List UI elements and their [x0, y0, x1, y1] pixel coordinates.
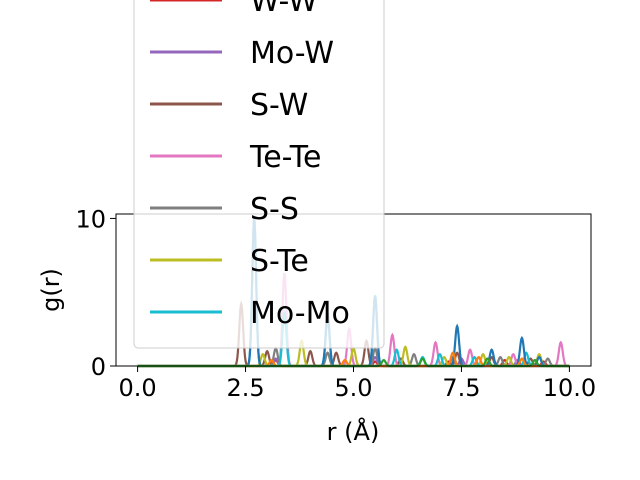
x-tick-label: 2.5: [226, 374, 264, 402]
legend-label: S-Te: [250, 244, 309, 279]
x-axis-label: r (Å): [327, 417, 380, 446]
legend-label: Mo-W: [250, 36, 334, 71]
ticks: 0.0 2.5 5.0 7.5 10.0 0 10: [75, 205, 596, 402]
x-tick-label: 7.5: [442, 374, 480, 402]
legend: W-W Mo-W S-W Te-Te S-S S-Te Mo-Mo: [133, 0, 385, 349]
legend-label: Mo-Mo: [250, 296, 350, 331]
x-tick-label: 5.0: [334, 374, 372, 402]
y-tick-label: 10: [75, 205, 106, 233]
legend-label: Te-Te: [249, 140, 321, 175]
y-axis-label: g(r): [37, 268, 65, 312]
x-tick-label: 0.0: [119, 374, 157, 402]
x-tick-label: 10.0: [543, 374, 596, 402]
legend-label: S-W: [250, 88, 308, 123]
legend-label: W-W: [250, 0, 318, 19]
y-tick-label: 0: [91, 353, 106, 381]
legend-label: S-S: [250, 192, 299, 227]
